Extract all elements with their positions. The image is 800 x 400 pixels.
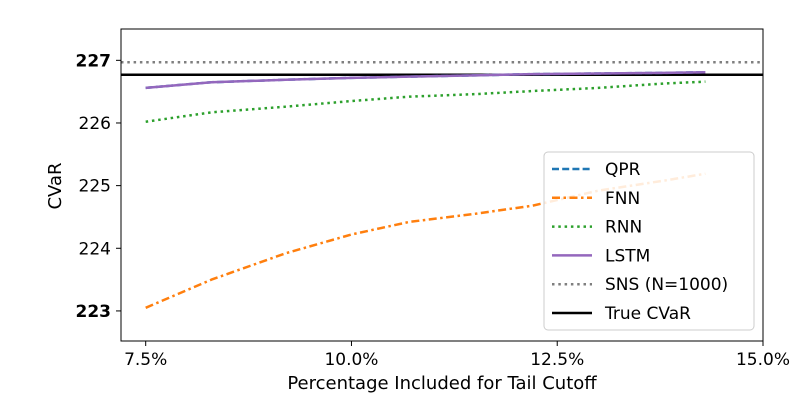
legend: QPR FNN RNN LSTM SNS (N=1000) True CVaR	[543, 151, 755, 331]
legend-box	[543, 151, 755, 331]
legend-label: QPR	[605, 160, 641, 180]
y-tick-label: 223	[76, 302, 112, 322]
legend-item-sns-n-1000: SNS (N=1000)	[552, 275, 728, 295]
legend-label: LSTM	[605, 246, 650, 266]
series-line-lstm	[145, 70, 706, 90]
plot-frame	[120, 28, 764, 342]
x-tick-label: 7.5%	[124, 350, 167, 370]
legend-label: FNN	[605, 189, 640, 209]
x-tick-label: 12.5%	[530, 350, 584, 370]
x-tick-label: 10.0%	[324, 350, 378, 370]
legend-item-rnn: RNN	[552, 218, 642, 238]
legend-item-qpr: QPR	[552, 160, 641, 180]
series-layer	[121, 60, 763, 309]
y-tick-label: 227	[76, 51, 112, 71]
legend-label: SNS (N=1000)	[605, 275, 728, 295]
legend-item-lstm: LSTM	[552, 246, 650, 266]
axes-layer: 7.5% 10.0% 12.5% 15.0% 223 224 225 226 227	[76, 51, 791, 370]
x-axis-label: Percentage Included for Tail Cutoff	[287, 373, 597, 394]
legend-item-fnn: FNN	[552, 189, 640, 209]
x-tick-label: 15.0%	[736, 350, 790, 370]
legend-label: RNN	[605, 218, 642, 238]
y-axis-label: CVaR	[45, 162, 66, 209]
legend-label: True CVaR	[604, 304, 691, 324]
y-tick-label: 224	[79, 239, 111, 259]
legend-item-true-cvar: True CVaR	[552, 304, 691, 324]
series-line-rnn	[145, 80, 706, 123]
y-tick-label: 225	[79, 177, 111, 197]
y-tick-label: 226	[79, 114, 111, 134]
